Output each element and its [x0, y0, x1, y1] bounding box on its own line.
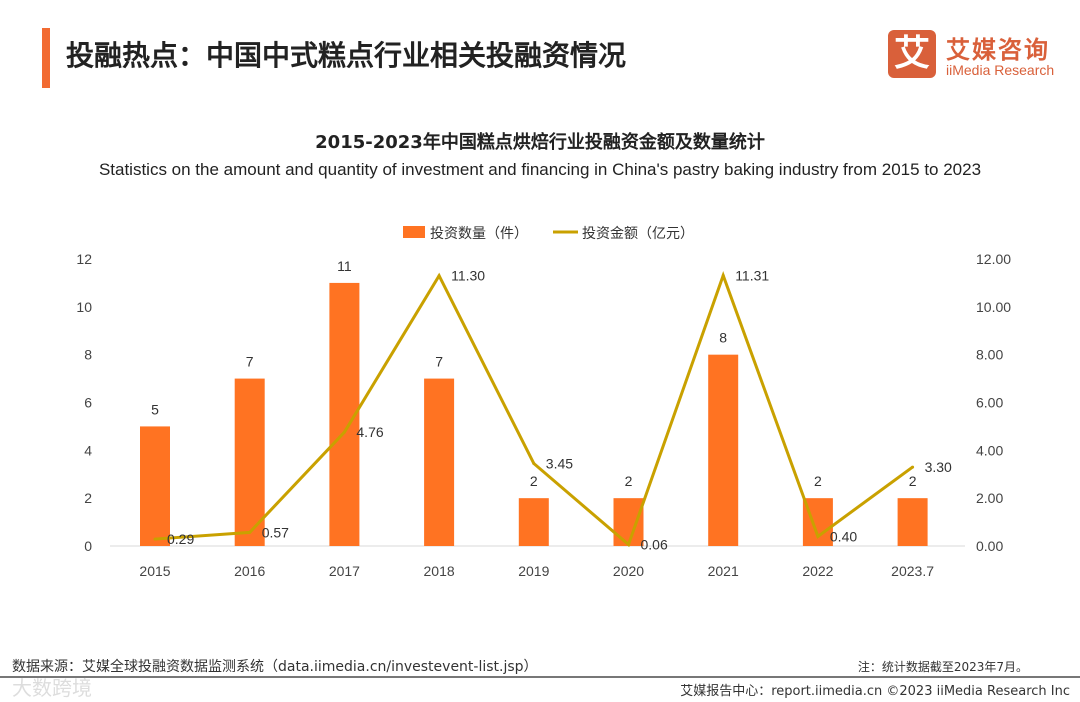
line-point — [721, 274, 725, 278]
bar — [613, 498, 644, 546]
x-tick-label: 2020 — [613, 563, 644, 579]
line-value-label: 11.30 — [451, 268, 485, 284]
title-accent-bar — [42, 28, 50, 88]
line-point — [532, 461, 536, 465]
left-tick-label: 4 — [84, 442, 92, 458]
left-tick-label: 8 — [84, 347, 92, 363]
watermark: 大数跨境 — [12, 676, 92, 700]
bar — [424, 378, 455, 546]
x-tick-label: 2018 — [424, 563, 455, 579]
left-tick-label: 10 — [76, 299, 92, 315]
bar-value-label: 2 — [909, 473, 917, 489]
bar — [897, 498, 928, 546]
right-tick-label: 8.00 — [976, 347, 1003, 363]
bar-value-label: 2 — [814, 473, 822, 489]
left-tick-label: 12 — [76, 251, 92, 267]
line-point — [437, 274, 441, 278]
x-tick-label: 2022 — [802, 563, 833, 579]
chart-title: 2015-2023年中国糕点烘焙行业投融资金额及数量统计 — [315, 132, 765, 153]
iimedia-logo: 艾 艾媒咨询 iiMedia Research — [888, 30, 1078, 82]
bar-value-label: 7 — [435, 354, 443, 370]
chart: 0 2 4 6 8 10 12 0.00 2.00 4.00 6.00 8.00 10.00 12.00 5… — [76, 225, 1011, 579]
line-value-label: 3.30 — [925, 459, 952, 475]
right-tick-label: 10.00 — [976, 299, 1011, 315]
bar-value-label: 8 — [719, 330, 727, 346]
bar — [140, 426, 170, 546]
footer-divider — [0, 676, 1080, 678]
right-tick-label: 0.00 — [976, 538, 1003, 554]
x-tick-label: 2023.7 — [891, 563, 934, 579]
legend-bar-label: 投资数量（件） — [430, 225, 528, 241]
line-point — [153, 537, 157, 541]
bar — [234, 378, 265, 546]
legend-line-label: 投资金额（亿元） — [582, 225, 694, 241]
bar-value-label: 11 — [337, 258, 352, 274]
line-point — [627, 543, 630, 547]
left-tick-label: 2 — [84, 490, 92, 506]
line-value-label: 3.45 — [546, 455, 573, 471]
right-tick-label: 2.00 — [976, 490, 1003, 506]
right-tick-label: 12.00 — [976, 251, 1011, 267]
bar-value-label: 5 — [151, 401, 159, 417]
x-tick-label: 2016 — [234, 563, 265, 579]
x-tick-label: 2017 — [329, 563, 360, 579]
footnote: 注：统计数据截至2023年7月。 — [857, 660, 1028, 674]
bar — [518, 498, 549, 546]
line-point — [342, 430, 346, 434]
logo-mark: 艾 — [888, 30, 936, 78]
x-tick-label: 2021 — [708, 563, 739, 579]
chart-subtitle: Statistics on the amount and quantity of… — [98, 160, 982, 179]
logo-cn: 艾媒咨询 — [946, 36, 1050, 64]
line-value-label: 0.29 — [167, 531, 194, 547]
line-point — [816, 534, 820, 538]
line-point — [911, 465, 915, 469]
line-value-label: 0.57 — [262, 524, 289, 540]
line-value-label: 4.76 — [356, 424, 383, 440]
line-point — [248, 530, 252, 534]
line-value-label: 0.06 — [641, 537, 668, 553]
left-tick-label: 6 — [84, 395, 92, 411]
bar-value-label: 2 — [530, 473, 538, 489]
x-tick-label: 2019 — [518, 563, 549, 579]
bar-value-label: 2 — [625, 473, 633, 489]
left-tick-label: 0 — [84, 538, 92, 554]
page-title: 投融热点：中国中式糕点行业相关投融资情况 — [66, 39, 627, 72]
footer-credit: 艾媒报告中心：report.iimedia.cn ©2023 iiMedia R… — [680, 684, 1070, 699]
right-tick-label: 6.00 — [976, 395, 1003, 411]
line-value-label: 0.40 — [830, 528, 857, 544]
x-tick-label: 2015 — [139, 563, 170, 579]
right-tick-label: 4.00 — [976, 442, 1003, 458]
line-value-label: 11.31 — [735, 268, 769, 284]
logo-en: iiMedia Research — [946, 62, 1055, 78]
legend-bar-swatch — [403, 226, 425, 238]
data-source: 数据来源：艾媒全球投融资数据监测系统（data.iimedia.cn/inves… — [12, 659, 538, 675]
bar — [708, 354, 739, 546]
bar-value-label: 7 — [246, 354, 254, 370]
